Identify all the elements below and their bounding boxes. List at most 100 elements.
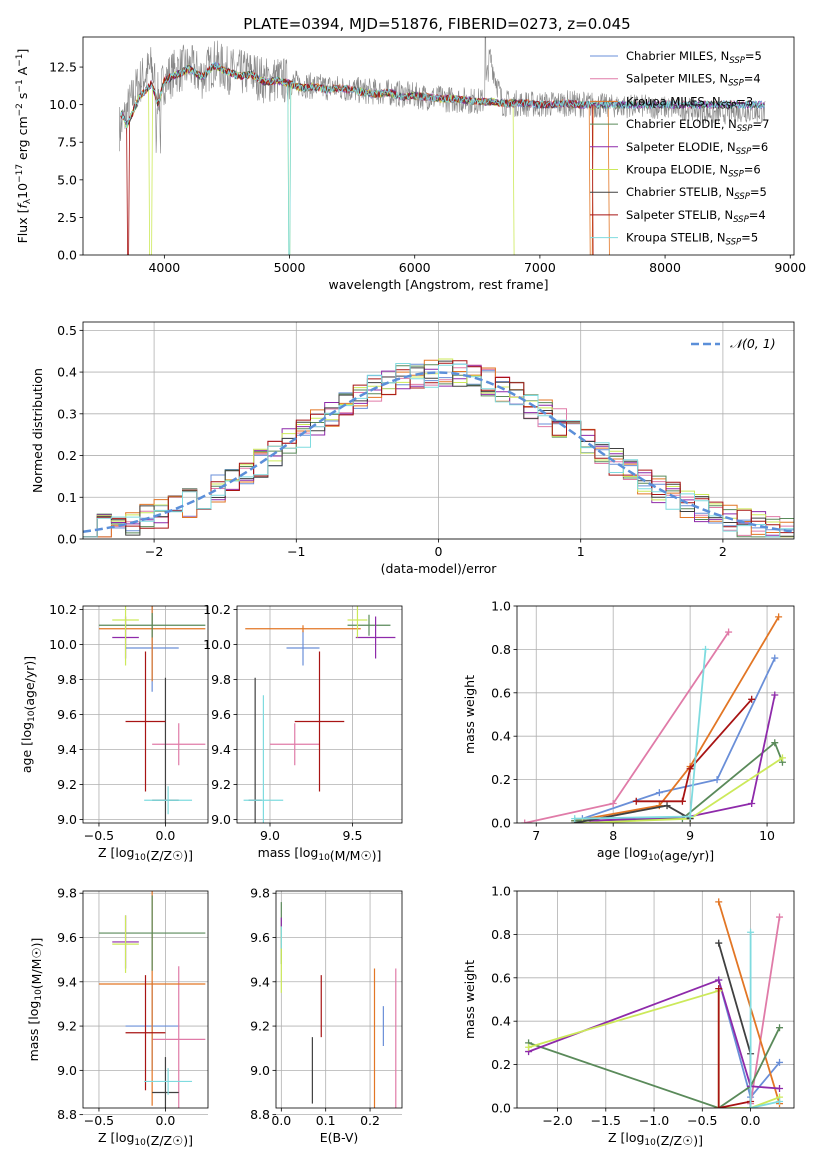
axes-frame: [82, 605, 209, 824]
legend-series-name: Kroupa ELODIE: [626, 163, 712, 177]
x-tick-label: −0.5: [687, 1113, 717, 1128]
mass-weight-marker: [776, 1058, 784, 1066]
mass-weight-marker: [702, 645, 710, 653]
y-tick-label: 10.0: [203, 637, 231, 652]
panel-mass-vs-z: −0.5 0.0 8.8 9.0 9.2 9.4 9.6 9.8 Z [log10(Z/Z☉)]…: [26, 886, 209, 1148]
y-tick-label: 9.0: [211, 812, 231, 827]
mass-weight-marker: [609, 799, 617, 807]
x-tick-label: 0.2: [360, 1113, 380, 1128]
legend-nssp: 5: [760, 185, 767, 199]
mass-weight-marker: [748, 695, 756, 703]
y-tick-label: 0.0: [57, 248, 77, 263]
y-tick-label: 10.0: [49, 97, 77, 112]
mass-weight-marker: [747, 928, 755, 936]
plot-area: [83, 358, 794, 539]
panel-spectrum: 4000 5000 6000 7000 8000 9000 0.0 2.5 5.0 7.5 10.0…: [15, 36, 806, 292]
legend: Chabrier MILES, NSSP=5 Salpeter MILES, NS…: [590, 49, 769, 248]
y-tick-label: 5.0: [57, 172, 77, 187]
y-tick-label: 9.6: [57, 930, 77, 945]
legend-label: Chabrier ELODIE, NSSP=7: [626, 117, 769, 134]
mass-weight-marker: [776, 1024, 784, 1032]
x-axis-label: mass [log10(M/M☉)]: [258, 845, 382, 863]
y-tick-label: 0.2: [491, 772, 511, 787]
y-tick-label: 0.2: [57, 448, 77, 463]
panel-mass-weight-vs-z: −2.0 −1.5 −1.0 −0.5 0.0 0.0 0.2 0.4 0.6 0.8 1.0 Z […: [462, 884, 795, 1148]
legend-nssp: 6: [753, 163, 760, 177]
y-tick-label: 0.8: [491, 927, 511, 942]
y-tick-label: 9.8: [250, 886, 270, 901]
x-axis-label: age [log10(age/yr)]: [597, 845, 714, 863]
mass-weight-line: [636, 698, 753, 803]
legend-nssp: 3: [746, 94, 753, 108]
x-tick-label: 2: [719, 544, 727, 559]
mass-weight-line: [528, 989, 780, 1108]
axes-frame: [82, 36, 795, 256]
axes-frame: [236, 605, 403, 824]
plot-area: [119, 37, 766, 255]
legend-label: Kroupa STELIB, NSSP=5: [626, 231, 758, 248]
y-tick-label: 9.6: [57, 707, 77, 722]
model-spectrum-line: [120, 62, 765, 126]
x-axis-label: Z [log10(Z/Z☉)]: [98, 845, 193, 863]
y-tick-label: 9.4: [211, 742, 231, 757]
mass-weight-line: [749, 916, 781, 1104]
x-tick-label: 8000: [649, 260, 681, 275]
y-tick-label: 0.1: [57, 490, 77, 505]
observed-spectrum-line: [119, 37, 766, 154]
plot-area: [521, 613, 786, 823]
y-tick-label: 1.0: [491, 599, 511, 614]
mass-weight-marker: [678, 797, 686, 805]
y-tick-label: 9.8: [57, 886, 77, 901]
x-tick-label: 7000: [524, 260, 556, 275]
x-tick-label: 0.0: [156, 828, 176, 843]
model-spectrum-line: [120, 61, 765, 255]
mass-weight-marker: [715, 939, 723, 947]
legend-series-name: Chabrier STELIB: [626, 185, 718, 199]
y-tick-label: 9.4: [57, 742, 77, 757]
mass-weight-marker: [776, 1097, 784, 1105]
y-tick-label: 8.8: [250, 1107, 270, 1122]
plot-area: [243, 606, 396, 823]
x-tick-label: 0: [435, 544, 443, 559]
y-tick-label: 0.0: [491, 1101, 511, 1116]
mass-weight-line: [717, 988, 751, 1108]
y-tick-label: 9.0: [57, 812, 77, 827]
mass-weight-line: [528, 1027, 781, 1108]
x-tick-label: −1.5: [591, 1113, 621, 1128]
y-tick-label: 0.5: [57, 323, 77, 338]
y-axis-label: Flux [fλ10−17 erg cm−2 s−1 A−1]: [15, 49, 33, 244]
y-tick-label: 0.4: [491, 1014, 511, 1029]
legend-label: Kroupa MILES, NSSP=3: [626, 94, 753, 111]
plot-area: [98, 891, 206, 1108]
x-tick-label: 9: [686, 828, 694, 843]
y-tick-label: 9.8: [211, 672, 231, 687]
x-tick-label: −1: [287, 544, 305, 559]
legend-nssp: 5: [755, 49, 762, 63]
y-tick-label: 9.6: [211, 707, 231, 722]
mass-weight-marker: [725, 628, 733, 636]
mass-weight-marker: [686, 812, 694, 820]
mass-weight-marker: [525, 1043, 533, 1051]
mass-weight-marker: [715, 898, 723, 906]
legend-label: Kroupa ELODIE, NSSP=6: [626, 163, 761, 180]
y-tick-label: 9.4: [57, 974, 77, 989]
y-tick-label: 9.8: [57, 672, 77, 687]
y-tick-label: 9.4: [250, 974, 270, 989]
axes-frame: [82, 890, 209, 1109]
mass-weight-marker: [521, 819, 529, 823]
legend-series-name: Salpeter ELODIE: [626, 140, 720, 154]
panel-age-vs-z: −0.5 0.0 9.0 9.2 9.4 9.6 9.8 10.0 10.2 Z [log10(Z…: [19, 602, 209, 863]
x-axis-label: Z [log10(Z/Z☉)]: [98, 1130, 193, 1148]
figure-title: PLATE=0394, MJD=51876, FIBERID=0273, z=0…: [243, 15, 630, 33]
legend-series-name: Kroupa STELIB: [626, 231, 710, 245]
x-tick-label: 9.0: [260, 828, 280, 843]
model-spectrum-line: [120, 63, 516, 255]
mass-weight-marker: [776, 1084, 784, 1092]
mass-weight-marker: [686, 765, 694, 773]
legend-series-name: Salpeter STELIB: [626, 208, 717, 222]
x-tick-label: 8: [609, 828, 617, 843]
y-tick-label: 9.6: [250, 930, 270, 945]
normal-reference-curve: [83, 371, 794, 533]
y-tick-label: 2.5: [57, 210, 77, 225]
histogram-step: [83, 363, 794, 539]
